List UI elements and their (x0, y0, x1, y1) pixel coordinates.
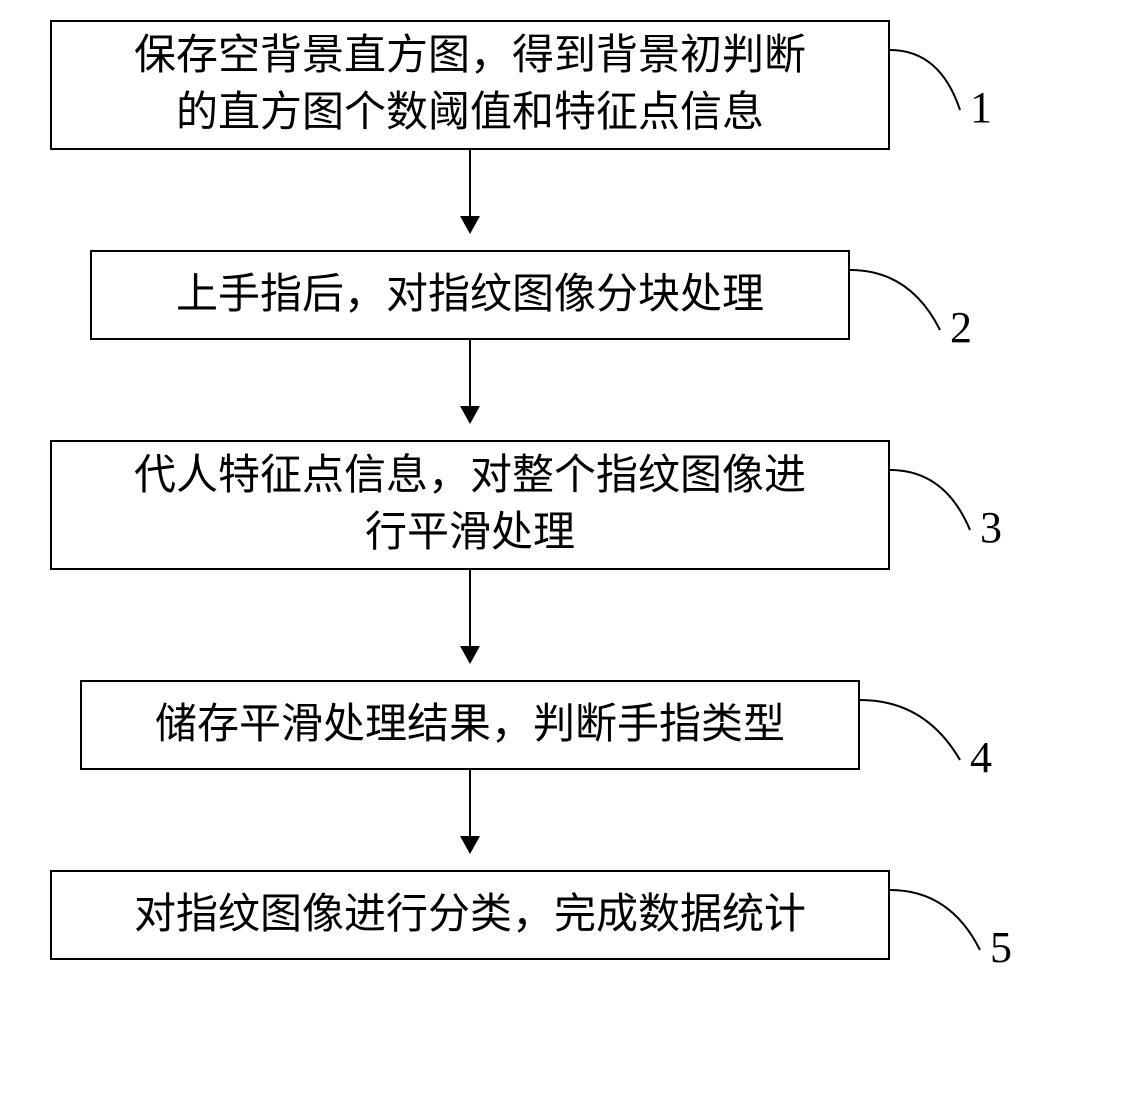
flow-arrow-4-5 (469, 770, 471, 852)
flow-node-4-text: 储存平滑处理结果，判断手指类型 (155, 697, 785, 754)
flow-node-4: 储存平滑处理结果，判断手指类型 (80, 680, 860, 770)
node-label-4: 4 (970, 732, 992, 783)
flow-node-2-text: 上手指后，对指纹图像分块处理 (176, 267, 764, 324)
flow-node-3-text: 代人特征点信息，对整个指纹图像进 行平滑处理 (134, 448, 806, 561)
node-label-1: 1 (970, 82, 992, 133)
flow-node-5-text: 对指纹图像进行分类，完成数据统计 (134, 887, 806, 944)
node-label-5: 5 (990, 922, 1012, 973)
node-label-3: 3 (980, 502, 1002, 553)
flow-arrow-3-4 (469, 570, 471, 662)
flow-node-1-text: 保存空背景直方图，得到背景初判断 的直方图个数阈值和特征点信息 (134, 28, 806, 141)
flow-arrow-2-3 (469, 340, 471, 422)
flow-node-5: 对指纹图像进行分类，完成数据统计 (50, 870, 890, 960)
flow-arrow-1-2 (469, 150, 471, 232)
node-label-2: 2 (950, 302, 972, 353)
flow-node-1: 保存空背景直方图，得到背景初判断 的直方图个数阈值和特征点信息 (50, 20, 890, 150)
flow-node-3: 代人特征点信息，对整个指纹图像进 行平滑处理 (50, 440, 890, 570)
flow-node-2: 上手指后，对指纹图像分块处理 (90, 250, 850, 340)
